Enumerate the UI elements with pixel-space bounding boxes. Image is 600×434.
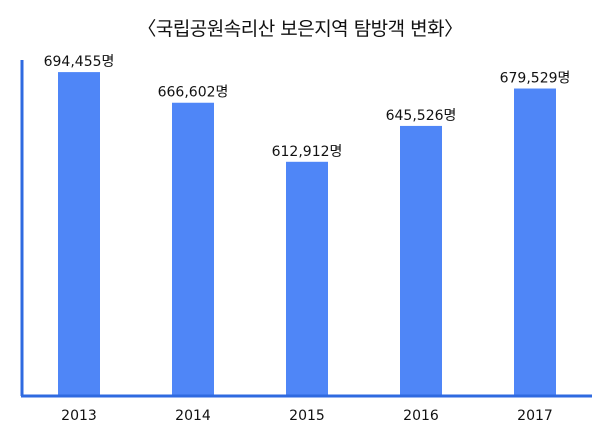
bar-2016 [400,125,442,397]
chart-title: 〈국립공원속리산 보은지역 탐방객 변화〉 [137,18,463,40]
data-label-2015: 612,912명 [272,144,343,160]
x-tick-label-2015: 2015 [289,408,325,424]
x-tick-label-2014: 2014 [175,408,211,424]
data-label-2014: 666,602명 [158,85,229,101]
data-label-2013: 694,455명 [44,54,115,70]
data-label-2017: 679,529명 [500,71,571,87]
bar-2013 [58,72,100,397]
x-tick-label-2017: 2017 [517,408,553,424]
bar-2014 [172,102,214,397]
x-tick-label-2016: 2016 [403,408,439,424]
bar-2015 [286,161,328,396]
x-tick-label-2013: 2013 [61,408,97,424]
data-label-2016: 645,526명 [386,108,457,124]
bar-2017 [514,88,556,396]
